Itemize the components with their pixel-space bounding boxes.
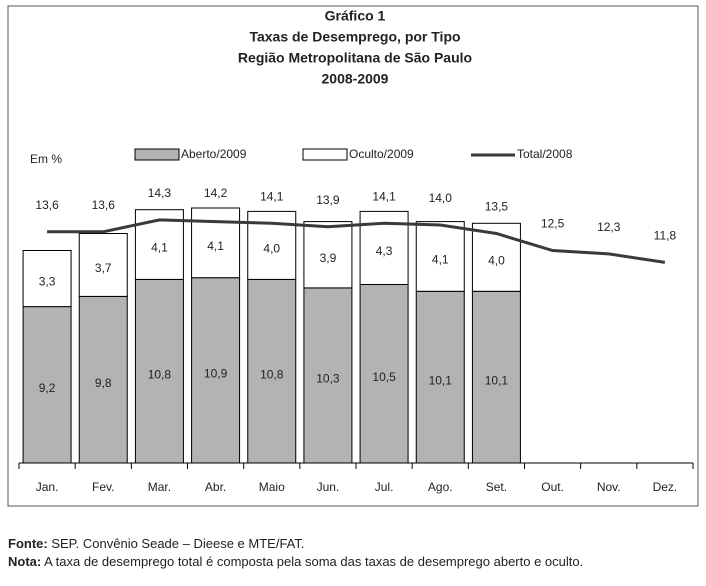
line [47, 218, 666, 264]
data-label: 10,8 [260, 367, 284, 381]
data-label: 14,1 [372, 189, 396, 203]
data-label: 4,0 [488, 253, 505, 267]
note: Nota: A taxa de desemprego total é compo… [8, 553, 698, 571]
data-label: 10,3 [316, 372, 340, 386]
data-label: 3,7 [95, 261, 112, 275]
x-tick-label: Ago. [428, 480, 453, 494]
data-label: 14,1 [260, 189, 284, 203]
x-tick-label: Abr. [205, 480, 226, 494]
bar [303, 221, 353, 289]
data-label: 10,9 [204, 367, 228, 381]
bar [471, 290, 521, 464]
data-label: 10,1 [429, 373, 453, 387]
data-label: 9,2 [39, 381, 56, 395]
data-label: 14,0 [429, 191, 453, 205]
data-label: 12,5 [541, 217, 565, 231]
data-label: 10,1 [485, 373, 509, 387]
data-label: 12,3 [597, 220, 621, 234]
note-text: A taxa de desemprego total é composta pe… [41, 554, 584, 569]
x-tick-label: Jul. [375, 480, 394, 494]
legend-swatch [302, 148, 348, 161]
data-label: 4,0 [263, 242, 280, 256]
chart-title: 2008-2009 [322, 71, 389, 87]
bar [78, 295, 128, 464]
data-label: 10,5 [372, 370, 396, 384]
x-tick-label: Fev. [92, 480, 114, 494]
data-label: 14,2 [204, 186, 228, 200]
source-text: SEP. Convênio Seade – Dieese e MTE/FAT. [47, 536, 305, 551]
data-label: 4,1 [432, 253, 449, 267]
data-label: 11,8 [654, 229, 677, 243]
chart-title: Região Metropolitana de São Paulo [238, 50, 472, 66]
bar [303, 287, 353, 464]
legend-label: Aberto/2009 [181, 147, 247, 161]
chart-title: Taxas de Desemprego, por Tipo [249, 29, 460, 45]
bar [415, 221, 465, 292]
bar [191, 277, 241, 464]
x-tick-label: Jun. [317, 480, 340, 494]
legend-label: Oculto/2009 [349, 147, 414, 161]
data-label: 13,6 [92, 198, 116, 212]
data-label: 13,9 [316, 193, 340, 207]
x-tick-label: Nov. [597, 480, 621, 494]
y-axis-label: Em % [30, 152, 62, 166]
source: Fonte: SEP. Convênio Seade – Dieese e MT… [8, 535, 698, 553]
legend-swatch [134, 148, 180, 161]
x-tick-label: Set. [486, 480, 507, 494]
data-label: 10,8 [148, 367, 172, 381]
legend-label: Total/2008 [517, 147, 573, 161]
bar [415, 290, 465, 464]
note-label: Nota: [8, 554, 42, 569]
bar [78, 233, 128, 297]
data-label: 13,5 [485, 200, 509, 214]
x-tick-label: Maio [259, 480, 285, 494]
data-label: 3,3 [39, 275, 56, 289]
data-label: 4,1 [151, 241, 168, 255]
x-tick-label: Out. [541, 480, 564, 494]
data-label: 4,1 [207, 239, 224, 253]
data-label: 9,8 [95, 376, 112, 390]
data-label: 3,9 [320, 251, 337, 265]
data-label: 13,6 [35, 198, 59, 212]
source-label: Fonte: [8, 536, 48, 551]
x-tick-label: Jan. [36, 480, 59, 494]
bar [359, 284, 409, 464]
bar [22, 250, 72, 308]
chart-border [7, 5, 699, 507]
data-label: 4,3 [376, 244, 393, 258]
footer: Fonte: SEP. Convênio Seade – Dieese e MT… [8, 535, 698, 571]
x-tick-label: Mar. [148, 480, 171, 494]
data-label: 14,3 [148, 186, 172, 200]
x-tick-label: Dez. [653, 480, 678, 494]
chart-title: Gráfico 1 [325, 8, 386, 24]
chart: Gráfico 1 Taxas de Desemprego, por Tipo … [7, 5, 699, 507]
